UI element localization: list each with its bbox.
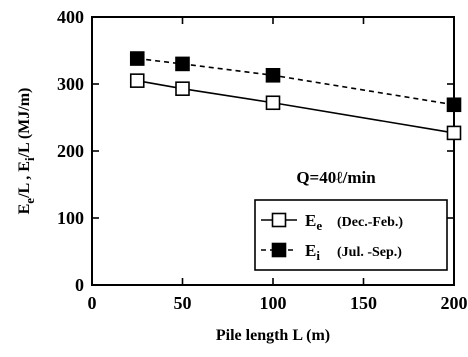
data-point [265, 95, 281, 111]
data-point [265, 67, 281, 83]
legend-box [254, 199, 448, 271]
x-tick-label: 200 [441, 293, 468, 313]
y-tick-label: 200 [57, 141, 84, 161]
x-tick-label: 50 [174, 293, 192, 313]
data-point [446, 125, 462, 141]
data-point [175, 56, 190, 72]
data-point [175, 81, 190, 96]
y-axis-label-part: /L (MJ/m) [16, 88, 33, 159]
series-line [137, 79, 455, 134]
y-axis-label-subscript: e [22, 198, 37, 204]
y-tick-label: 400 [57, 7, 84, 27]
y-tick-label: 300 [57, 74, 84, 94]
flow-rate-annotation: Q=40ℓ/min [296, 168, 376, 187]
legend: Ee (Dec.-Feb.) Ei (Jul. -Sep.) [254, 199, 448, 271]
series-layer [129, 51, 462, 141]
data-point [129, 51, 145, 66]
ticks: 0 50 100 150 200 0 100 200 300 400 [57, 7, 468, 313]
y-axis-label-part: E [16, 161, 33, 172]
y-axis-label-subscript: i [22, 157, 37, 161]
legend-symbol-base: E [305, 241, 316, 260]
y-axis-label: Ee/L , Ei/L (MJ/m) [16, 88, 37, 215]
legend-period: (Dec.-Feb.) [337, 215, 403, 230]
legend-symbol-base: E [305, 211, 316, 230]
data-point [129, 73, 145, 88]
y-tick-label: 100 [57, 208, 84, 228]
data-point [446, 97, 462, 113]
series-line [137, 57, 455, 106]
y-axis-label-part: /L , [16, 172, 33, 199]
x-tick-label: 100 [260, 293, 287, 313]
legend-symbol-subscript: i [316, 248, 320, 263]
x-tick-label: 150 [350, 293, 377, 313]
y-axis-label-part: E [16, 204, 33, 215]
legend-marker [271, 242, 287, 258]
legend-period: (Jul. -Sep.) [337, 245, 402, 260]
legend-symbol: Ee [305, 211, 322, 233]
y-tick-label: 0 [75, 275, 84, 295]
legend-symbol-subscript: e [316, 218, 322, 233]
series-Ei [129, 51, 462, 113]
legend-symbol: Ei [305, 241, 320, 263]
x-axis-label: Pile length L (m) [216, 327, 330, 344]
legend-marker [271, 212, 287, 228]
series-Ee [129, 73, 462, 141]
x-tick-label: 0 [88, 293, 97, 313]
